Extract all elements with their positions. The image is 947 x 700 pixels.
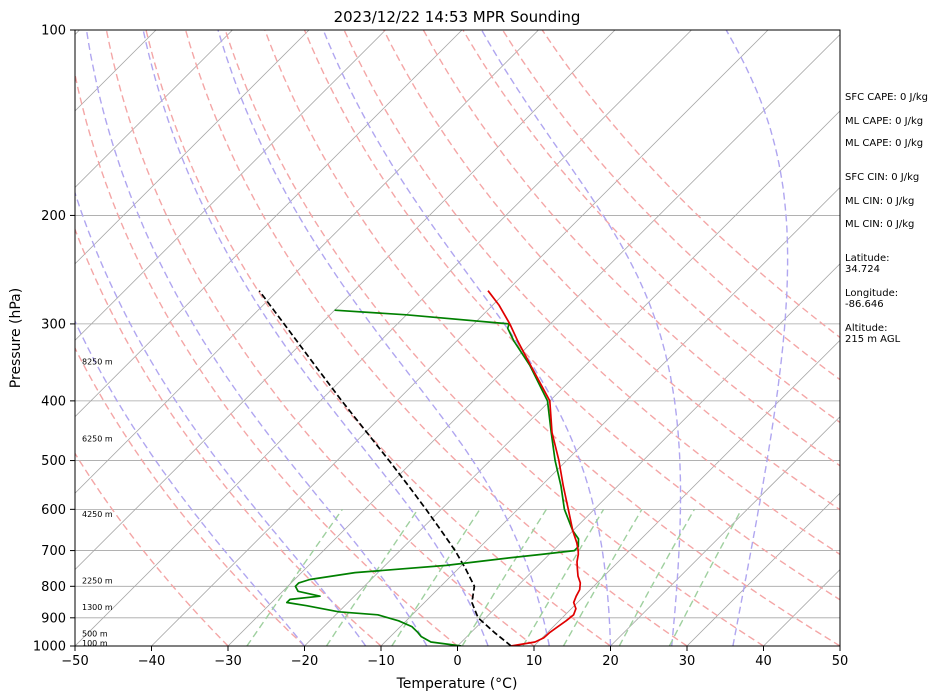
isotherm--70 xyxy=(75,30,539,494)
mixing-ratio-line xyxy=(325,508,419,646)
isotherm--10 xyxy=(380,186,840,646)
isotherm--50 xyxy=(75,30,692,646)
dry-adiabat xyxy=(502,30,840,381)
y-tick-label: 1000 xyxy=(33,640,66,655)
x-tick-label: −50 xyxy=(61,654,88,669)
chart-title: 2023/12/22 14:53 MPR Sounding xyxy=(334,8,581,26)
moist-adiabat xyxy=(480,30,682,646)
moist-adiabat xyxy=(725,30,789,646)
isotherm-20 xyxy=(610,416,840,646)
isotherm--40 xyxy=(151,30,769,646)
mixing-ratio-line xyxy=(246,508,343,646)
moist-adiabat xyxy=(142,30,489,646)
y-tick-label: 400 xyxy=(41,394,66,409)
x-axis: −50 −40 −30 −20 −10 0 10 20 30 40 50 xyxy=(61,646,848,669)
height-label: 500 m xyxy=(82,630,108,639)
isotherm--60 xyxy=(75,30,616,571)
sfc-cin-text: SFC CIN: 0 J/kg xyxy=(845,172,920,183)
height-label: 100 m xyxy=(82,639,108,648)
isotherm--110 xyxy=(75,30,233,188)
y-tick-label: 100 xyxy=(41,24,66,39)
moist-adiabat xyxy=(75,190,367,646)
dewpoint-profile-line xyxy=(285,309,580,646)
y-tick-label: 900 xyxy=(41,611,66,626)
ml-cape-text: ML CAPE: 0 J/kg xyxy=(845,116,924,127)
isotherm-0 xyxy=(457,263,840,646)
isotherm--20 xyxy=(304,110,840,646)
longitude-text: Longitude: -86.646 xyxy=(845,288,899,310)
y-tick-label: 300 xyxy=(41,317,66,332)
isotherm-10 xyxy=(533,339,840,646)
mixing-ratio-line xyxy=(668,508,743,646)
moist-adiabat xyxy=(75,319,306,646)
x-tick-label: 20 xyxy=(602,654,619,669)
dry-adiabat xyxy=(343,30,840,556)
x-tick-label: −20 xyxy=(291,654,318,669)
height-label: 8250 m xyxy=(82,357,113,366)
height-label: 2250 m xyxy=(82,577,113,586)
x-tick-label: 10 xyxy=(526,654,543,669)
ml-cin-text: ML CIN: 0 J/kg xyxy=(845,196,915,207)
isotherm--100 xyxy=(75,30,310,265)
isotherm--140 xyxy=(0,30,3,646)
x-axis-label: Temperature (°C) xyxy=(396,676,518,692)
y-axis-label: Pressure (hPa) xyxy=(8,288,24,388)
altitude-text: Altitude: 215 m AGL xyxy=(845,323,901,345)
isotherm-30 xyxy=(686,492,840,646)
y-tick-label: 700 xyxy=(41,544,66,559)
dry-adiabat xyxy=(303,30,840,601)
mixing-ratio-line xyxy=(391,508,481,646)
x-tick-label: 30 xyxy=(679,654,696,669)
moist-adiabat xyxy=(85,30,428,646)
x-tick-label: 40 xyxy=(755,654,772,669)
y-axis: 100 200 300 400 500 600 700 800 900 1000 xyxy=(33,24,75,655)
latitude-text: Latitude: 34.724 xyxy=(845,253,890,275)
dry-adiabat xyxy=(224,30,764,646)
x-tick-label: −30 xyxy=(214,654,241,669)
x-tick-label: −40 xyxy=(138,654,165,669)
isotherm--90 xyxy=(75,30,386,341)
dry-adiabat xyxy=(75,227,382,646)
isotherm--80 xyxy=(75,30,463,418)
x-tick-label: 50 xyxy=(832,654,849,669)
y-tick-label: 500 xyxy=(41,454,66,469)
ml-cin-text-2: ML CIN: 0 J/kg xyxy=(845,219,915,230)
background-lines xyxy=(0,30,840,646)
isotherm--30 xyxy=(227,33,840,646)
dry-adiabat xyxy=(105,30,535,646)
y-tick-label: 600 xyxy=(41,503,66,518)
dry-adiabat xyxy=(145,30,611,646)
height-label: 6250 m xyxy=(82,434,113,443)
sfc-cape-text: SFC CAPE: 0 J/kg xyxy=(845,92,928,103)
y-tick-label: 200 xyxy=(41,209,66,224)
height-label: 1300 m xyxy=(82,603,113,612)
mixing-ratio-line xyxy=(562,508,643,646)
mixing-ratio-line xyxy=(461,508,547,646)
y-tick-label: 800 xyxy=(41,580,66,595)
moist-adiabat xyxy=(217,30,550,646)
parcel-profile-line xyxy=(258,290,512,646)
mixing-ratio-line xyxy=(522,508,605,646)
dry-adiabat xyxy=(75,452,229,646)
ml-cape-text-2: ML CAPE: 0 J/kg xyxy=(845,138,924,149)
mixing-ratio-line xyxy=(618,508,696,646)
dry-adiabat xyxy=(75,71,458,646)
x-tick-label: 0 xyxy=(453,654,461,669)
height-label: 4250 m xyxy=(82,510,113,519)
dry-adiabat xyxy=(422,30,840,467)
x-tick-label: −10 xyxy=(367,654,394,669)
profiles xyxy=(258,290,582,646)
dry-adiabat xyxy=(383,30,840,511)
temperature-profile-line xyxy=(487,290,582,646)
